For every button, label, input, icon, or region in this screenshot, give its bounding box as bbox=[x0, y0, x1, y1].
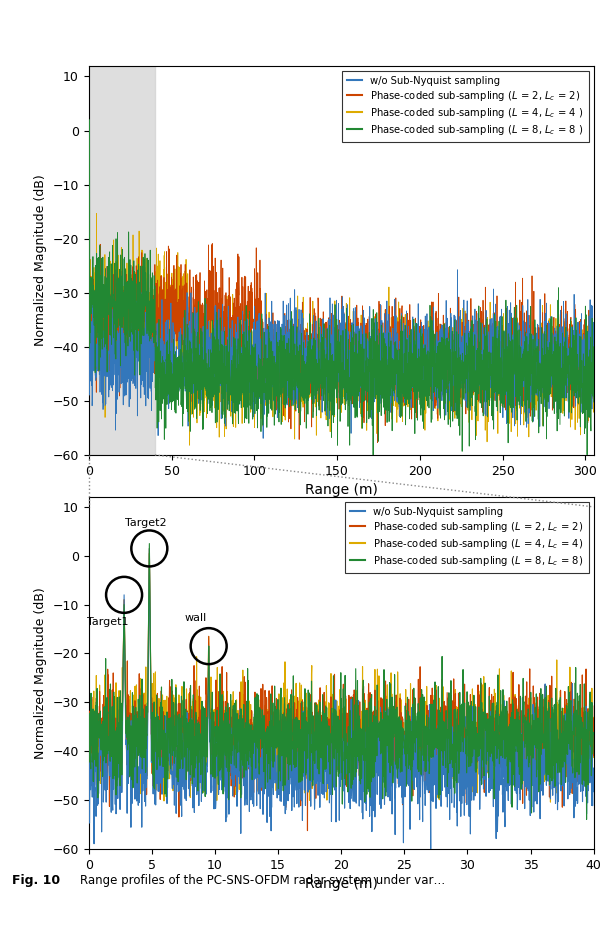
Text: Fig. 10: Fig. 10 bbox=[12, 874, 61, 887]
Y-axis label: Normalized Magnitude (dB): Normalized Magnitude (dB) bbox=[34, 174, 47, 346]
Text: Range profiles of the PC-SNS-OFDM radar system under var…: Range profiles of the PC-SNS-OFDM radar … bbox=[80, 874, 445, 887]
Legend: w/o Sub-Nyquist sampling, Phase-coded sub-sampling ($\mathit{L}$ = 2, $\mathit{L: w/o Sub-Nyquist sampling, Phase-coded su… bbox=[345, 502, 589, 573]
Bar bbox=[89, 66, 155, 455]
Text: Target1: Target1 bbox=[87, 617, 129, 628]
X-axis label: Range (m): Range (m) bbox=[305, 877, 378, 891]
Legend: w/o Sub-Nyquist sampling, Phase-coded sub-sampling ($\mathit{L}$ = 2, $\mathit{L: w/o Sub-Nyquist sampling, Phase-coded su… bbox=[342, 70, 589, 142]
Text: Target2: Target2 bbox=[125, 518, 166, 527]
X-axis label: Range (m): Range (m) bbox=[305, 483, 378, 497]
Text: wall: wall bbox=[184, 613, 207, 623]
Y-axis label: Normalized Magnitude (dB): Normalized Magnitude (dB) bbox=[34, 587, 47, 759]
